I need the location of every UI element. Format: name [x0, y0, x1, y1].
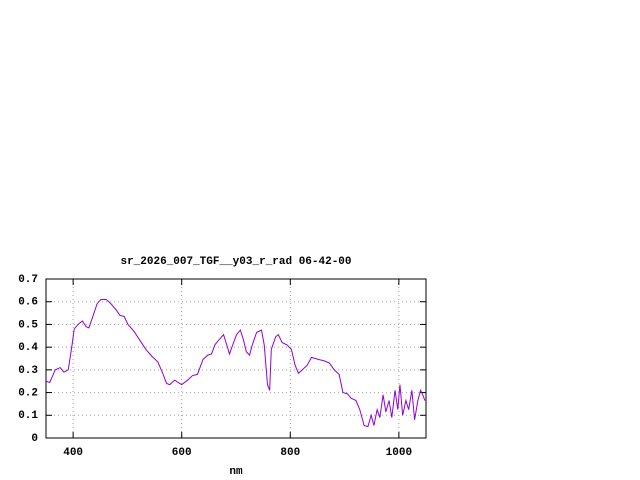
y-tick-label: 0.2: [18, 387, 38, 399]
y-tick-label: 0.5: [18, 319, 38, 331]
x-tick-label: 600: [172, 447, 192, 459]
y-tick-label: 0.3: [18, 365, 38, 377]
x-tick-label: 1000: [386, 447, 412, 459]
x-tick-label: 800: [280, 447, 300, 459]
y-tick-label: 0.6: [18, 297, 38, 309]
y-tick-label: 0: [31, 433, 38, 445]
plot-border: [45, 278, 427, 439]
data-line: [45, 298, 426, 428]
x-axis-label: nm: [229, 466, 243, 478]
y-tick-label: 0.7: [18, 274, 38, 286]
y-tick-label: 0.4: [18, 342, 38, 354]
x-tick-label: 400: [63, 447, 83, 459]
chart-title: sr_2026_007_TGF__y03_r_rad 06-42-00: [120, 256, 351, 268]
y-tick-label: 0.1: [18, 410, 38, 422]
